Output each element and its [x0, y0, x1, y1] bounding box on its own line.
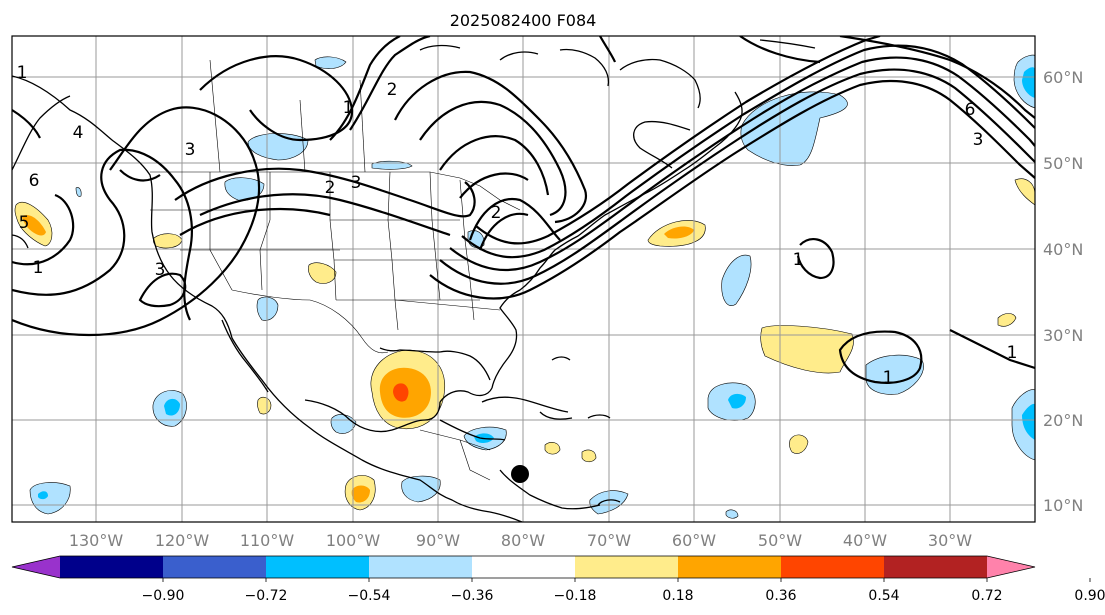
colorbar-segment [266, 556, 370, 578]
map-title: 2025082400 F084 [450, 11, 597, 30]
latitude-labels: 60°N 50°N 40°N 30°N 20°N 10°N [1043, 68, 1083, 515]
colorbar-extend-high [987, 556, 1035, 578]
colorbar-segment [575, 556, 679, 578]
lon-label: 100°W [326, 531, 381, 550]
longitude-labels: 130°W 120°W 110°W 100°W 90°W 80°W 70°W 6… [69, 531, 972, 550]
contour-label-1: 1 [343, 98, 354, 118]
lon-label: 70°W [587, 531, 631, 550]
colorbar-tick-label: 0.72 [971, 588, 1002, 604]
colorbar-segment [472, 556, 576, 578]
colorbar-tick-label: −0.54 [348, 588, 391, 604]
lon-label: 50°W [758, 531, 802, 550]
colorbar-segment [781, 556, 885, 578]
colorbar-tick-label: 0.54 [868, 588, 899, 604]
lon-label: 120°W [155, 531, 210, 550]
colorbar-outline [11, 555, 1036, 579]
contour-label-5: 5 [19, 213, 30, 233]
colorbar-segment [60, 556, 164, 578]
lon-label: 110°W [240, 531, 295, 550]
lon-label: 80°W [501, 531, 545, 550]
lat-label: 40°N [1043, 240, 1083, 259]
contour-label-3: 3 [973, 130, 984, 150]
contour-label-6: 6 [965, 100, 976, 120]
colorbar-tick-label: −0.18 [554, 588, 597, 604]
contour-label-2: 2 [491, 203, 502, 223]
lon-label: 30°W [928, 531, 972, 550]
lon-label: 90°W [416, 531, 460, 550]
lon-label: 130°W [69, 531, 124, 550]
lon-label: 40°W [843, 531, 887, 550]
lat-label: 30°N [1043, 326, 1083, 345]
colorbar-tick-label: 0.18 [662, 588, 693, 604]
lon-label: 60°W [672, 531, 716, 550]
contour-label-2: 2 [387, 80, 398, 100]
lat-label: 60°N [1043, 68, 1083, 87]
colorbar-extend-low [12, 556, 60, 578]
map-panel: 1 1 1 1 1 1 2 2 2 3 3 3 3 4 5 6 6 [12, 36, 1035, 522]
anomaly-shading [14, 54, 1035, 519]
contour-label-2: 2 [325, 178, 336, 198]
contour-label-3: 3 [185, 140, 196, 160]
lat-label: 10°N [1043, 496, 1083, 515]
colorbar-segment [369, 556, 473, 578]
colorbar-segment [678, 556, 782, 578]
contour-label-1: 1 [793, 250, 804, 270]
contour-label-1: 1 [883, 368, 894, 388]
colorbar-tick-label: −0.90 [142, 588, 185, 604]
storm-position-marker [511, 465, 529, 483]
contour-label-6: 6 [29, 171, 40, 191]
contour-label-1: 1 [33, 258, 44, 278]
colorbar-tick-label: 0.36 [765, 588, 796, 604]
map-frame [11, 35, 1036, 523]
contour-label-1: 1 [1007, 343, 1018, 363]
colorbar-tick-label: 0.90 [1074, 588, 1105, 604]
colorbar-tick-label: −0.72 [245, 588, 288, 604]
contour-label-4: 4 [73, 123, 84, 143]
colorbar-segment [884, 556, 988, 578]
colorbar: −0.90 −0.72 −0.54 −0.36 −0.18 0.18 0.36 0.54 0.7… [11, 555, 1105, 604]
lat-label: 20°N [1043, 411, 1083, 430]
lat-label: 50°N [1043, 154, 1083, 173]
graticule [12, 36, 1035, 522]
colorbar-tick-label: −0.36 [451, 588, 494, 604]
contour-lines [12, 36, 1035, 384]
contour-label-1: 1 [17, 63, 28, 83]
contour-label-group: 1 1 1 1 1 1 2 2 2 3 3 3 3 4 5 6 6 [17, 63, 1018, 388]
contour-label-3: 3 [155, 260, 166, 280]
contour-label-3: 3 [351, 173, 362, 193]
colorbar-segment [163, 556, 267, 578]
